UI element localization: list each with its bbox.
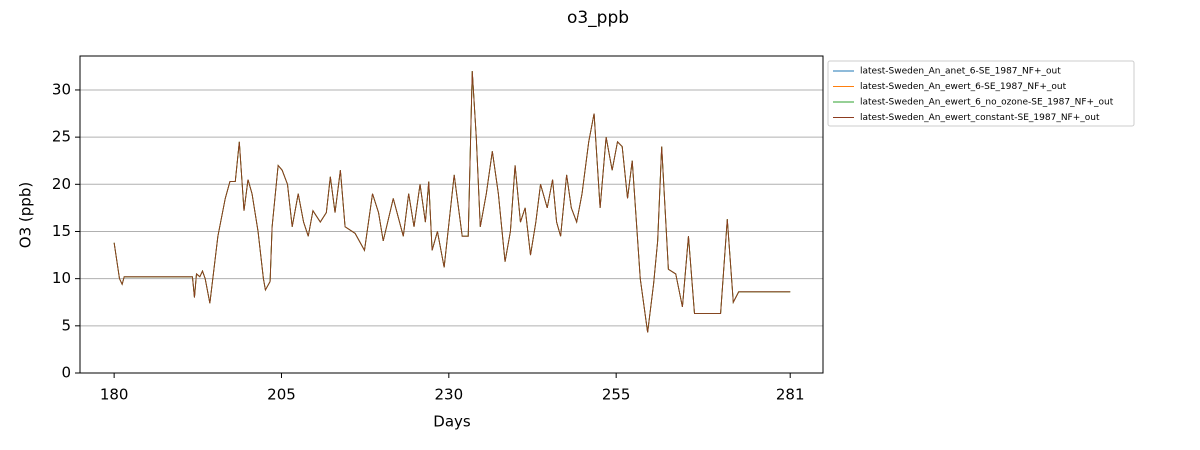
y-axis-label: O3 (ppb): [17, 182, 35, 248]
y-tick-label: 25: [52, 128, 71, 146]
series-line: [113, 71, 791, 333]
y-tick-label: 5: [61, 316, 71, 334]
x-tick-label: 255: [602, 386, 631, 404]
legend-label: latest-Sweden_An_anet_6-SE_1987_NF+_out: [860, 67, 1061, 77]
x-tick-label: 281: [776, 386, 805, 404]
y-tick-label: 15: [52, 222, 71, 240]
x-tick-label: 180: [100, 386, 129, 404]
legend-label: latest-Sweden_An_ewert_constant-SE_1987_…: [860, 113, 1100, 123]
x-tick-label: 205: [267, 386, 296, 404]
legend-label: latest-Sweden_An_ewert_6-SE_1987_NF+_out: [860, 82, 1067, 92]
legend-box: [827, 60, 1135, 127]
plot-frame: [79, 55, 824, 374]
y-tick-label: 0: [61, 364, 71, 382]
y-tick-label: 20: [52, 175, 71, 193]
x-axis-label: Days: [433, 413, 471, 431]
y-tick-label: 10: [52, 269, 71, 287]
y-tick-label: 30: [52, 80, 71, 98]
series-line: [113, 71, 791, 333]
series-line: [113, 71, 791, 333]
x-tick-label: 230: [435, 386, 464, 404]
chart-title: o3_ppb: [567, 8, 629, 28]
series-line: [113, 71, 791, 333]
legend-label: latest-Sweden_An_ewert_6_no_ozone-SE_198…: [860, 98, 1114, 108]
